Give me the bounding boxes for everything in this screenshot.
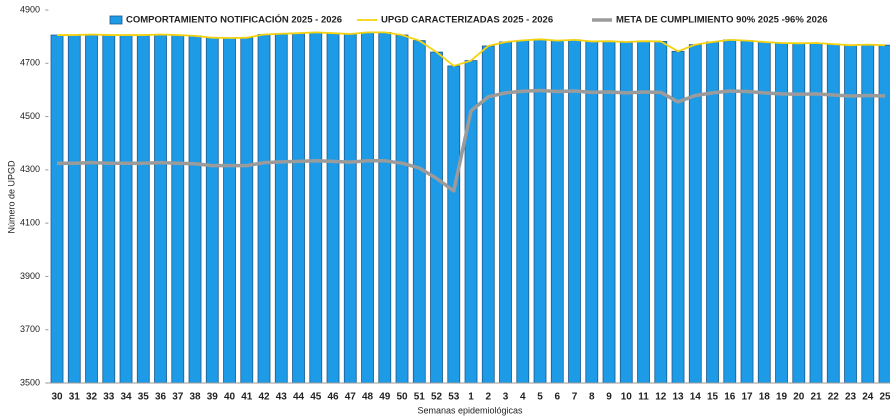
bar bbox=[102, 34, 116, 384]
y-tick-label: 3500 bbox=[20, 377, 40, 387]
x-tick-label: 38 bbox=[189, 392, 201, 403]
bar bbox=[378, 31, 392, 384]
x-tick-label: 37 bbox=[172, 392, 184, 403]
bar bbox=[343, 33, 357, 384]
x-tick-label: 21 bbox=[810, 392, 822, 403]
x-tick-label: 47 bbox=[345, 392, 357, 403]
x-tick-label: 13 bbox=[672, 392, 684, 403]
x-tick-label: 17 bbox=[741, 392, 753, 403]
x-tick-label: 1 bbox=[468, 392, 474, 403]
x-tick-label: 10 bbox=[621, 392, 633, 403]
x-tick-label: 18 bbox=[759, 392, 771, 403]
line bbox=[57, 31, 886, 67]
x-tick-label: 6 bbox=[554, 392, 560, 403]
bar bbox=[309, 31, 323, 384]
y-tick-label: 3900 bbox=[20, 271, 40, 281]
x-tick-label: 8 bbox=[589, 392, 595, 403]
bar bbox=[188, 35, 202, 384]
x-tick-label: 11 bbox=[638, 392, 649, 403]
x-tick-label: 44 bbox=[293, 392, 305, 403]
bar bbox=[395, 34, 409, 384]
x-tick-label: 24 bbox=[862, 392, 874, 403]
legend-swatch bbox=[109, 15, 123, 25]
y-axis-title: Número de UPGD bbox=[6, 160, 16, 234]
bar bbox=[326, 32, 340, 384]
x-tick-label: 35 bbox=[138, 392, 150, 403]
x-tick-label: 39 bbox=[207, 392, 219, 403]
y-tick-label: 4700 bbox=[20, 58, 40, 68]
bar bbox=[85, 34, 98, 384]
x-tick-label: 49 bbox=[379, 392, 391, 403]
bar bbox=[361, 31, 374, 384]
x-tick-label: 9 bbox=[606, 392, 612, 403]
y-tick-label: 4300 bbox=[20, 164, 40, 174]
line bbox=[57, 88, 886, 193]
x-tick-label: 14 bbox=[690, 392, 702, 403]
x-tick-label: 16 bbox=[724, 392, 736, 403]
bar bbox=[430, 51, 443, 384]
x-tick-label: 48 bbox=[362, 392, 374, 403]
bar bbox=[205, 37, 219, 384]
bar bbox=[412, 40, 426, 384]
bar bbox=[50, 34, 64, 384]
x-tick-label: 2 bbox=[485, 392, 491, 403]
plot-area: 30 31 32 33 34 35 36 37 38 39 40 41 42 43 44 45 46 47 48 49… bbox=[50, 31, 890, 403]
x-tick-label: 4 bbox=[520, 392, 526, 403]
y-tick-label: 3700 bbox=[20, 324, 40, 334]
bar bbox=[447, 65, 461, 384]
x-tick-label: 50 bbox=[396, 392, 408, 403]
x-tick-label: 41 bbox=[241, 392, 253, 403]
x-tick-label: 32 bbox=[86, 392, 98, 403]
x-tick-label: 45 bbox=[310, 392, 322, 403]
bar bbox=[292, 32, 305, 384]
legend-label: META DE CUMPLIMIENTO 90% 2025 -96% 2026 bbox=[616, 15, 828, 26]
bar bbox=[119, 34, 133, 384]
x-tick-label: 53 bbox=[448, 392, 460, 403]
x-tick-label: 23 bbox=[845, 392, 857, 403]
bar bbox=[240, 37, 254, 384]
x-tick-label: 36 bbox=[155, 392, 167, 403]
legend-label: COMPORTAMIENTO NOTIFICACIÓN 2025 - 2026 bbox=[126, 14, 342, 26]
x-tick-label: 25 bbox=[879, 392, 890, 403]
x-tick-label: 43 bbox=[276, 392, 288, 403]
bar bbox=[171, 34, 185, 384]
bar bbox=[274, 33, 288, 384]
x-tick-label: 33 bbox=[103, 392, 115, 403]
bar bbox=[154, 34, 167, 384]
legend-label: UPGD CARACTERIZADAS 2025 - 2026 bbox=[381, 15, 553, 26]
x-tick-label: 52 bbox=[431, 392, 443, 403]
x-tick-label: 40 bbox=[224, 392, 236, 403]
x-tick-label: 30 bbox=[51, 392, 63, 403]
bar bbox=[67, 34, 81, 384]
bar bbox=[223, 37, 236, 384]
x-tick-label: 42 bbox=[258, 392, 270, 403]
x-tick-label: 19 bbox=[776, 392, 788, 403]
bar bbox=[257, 34, 271, 384]
y-tick-label: 4900 bbox=[20, 4, 40, 14]
y-tick-label: 4500 bbox=[20, 111, 40, 121]
x-tick-label: 5 bbox=[537, 392, 543, 403]
x-tick-label: 51 bbox=[414, 392, 426, 403]
x-tick-label: 31 bbox=[69, 392, 81, 403]
x-tick-label: 20 bbox=[793, 392, 805, 403]
x-tick-label: 12 bbox=[655, 392, 667, 403]
x-tick-label: 15 bbox=[707, 392, 719, 403]
bar bbox=[136, 34, 150, 384]
x-tick-label: 34 bbox=[120, 392, 132, 403]
y-tick-label: 4100 bbox=[20, 218, 40, 228]
x-tick-label: 46 bbox=[327, 392, 339, 403]
x-axis-title: Semanas epidemiológicas bbox=[417, 405, 523, 415]
x-tick-label: 7 bbox=[572, 392, 578, 403]
x-tick-label: 3 bbox=[503, 392, 509, 403]
x-tick-label: 22 bbox=[828, 392, 840, 403]
